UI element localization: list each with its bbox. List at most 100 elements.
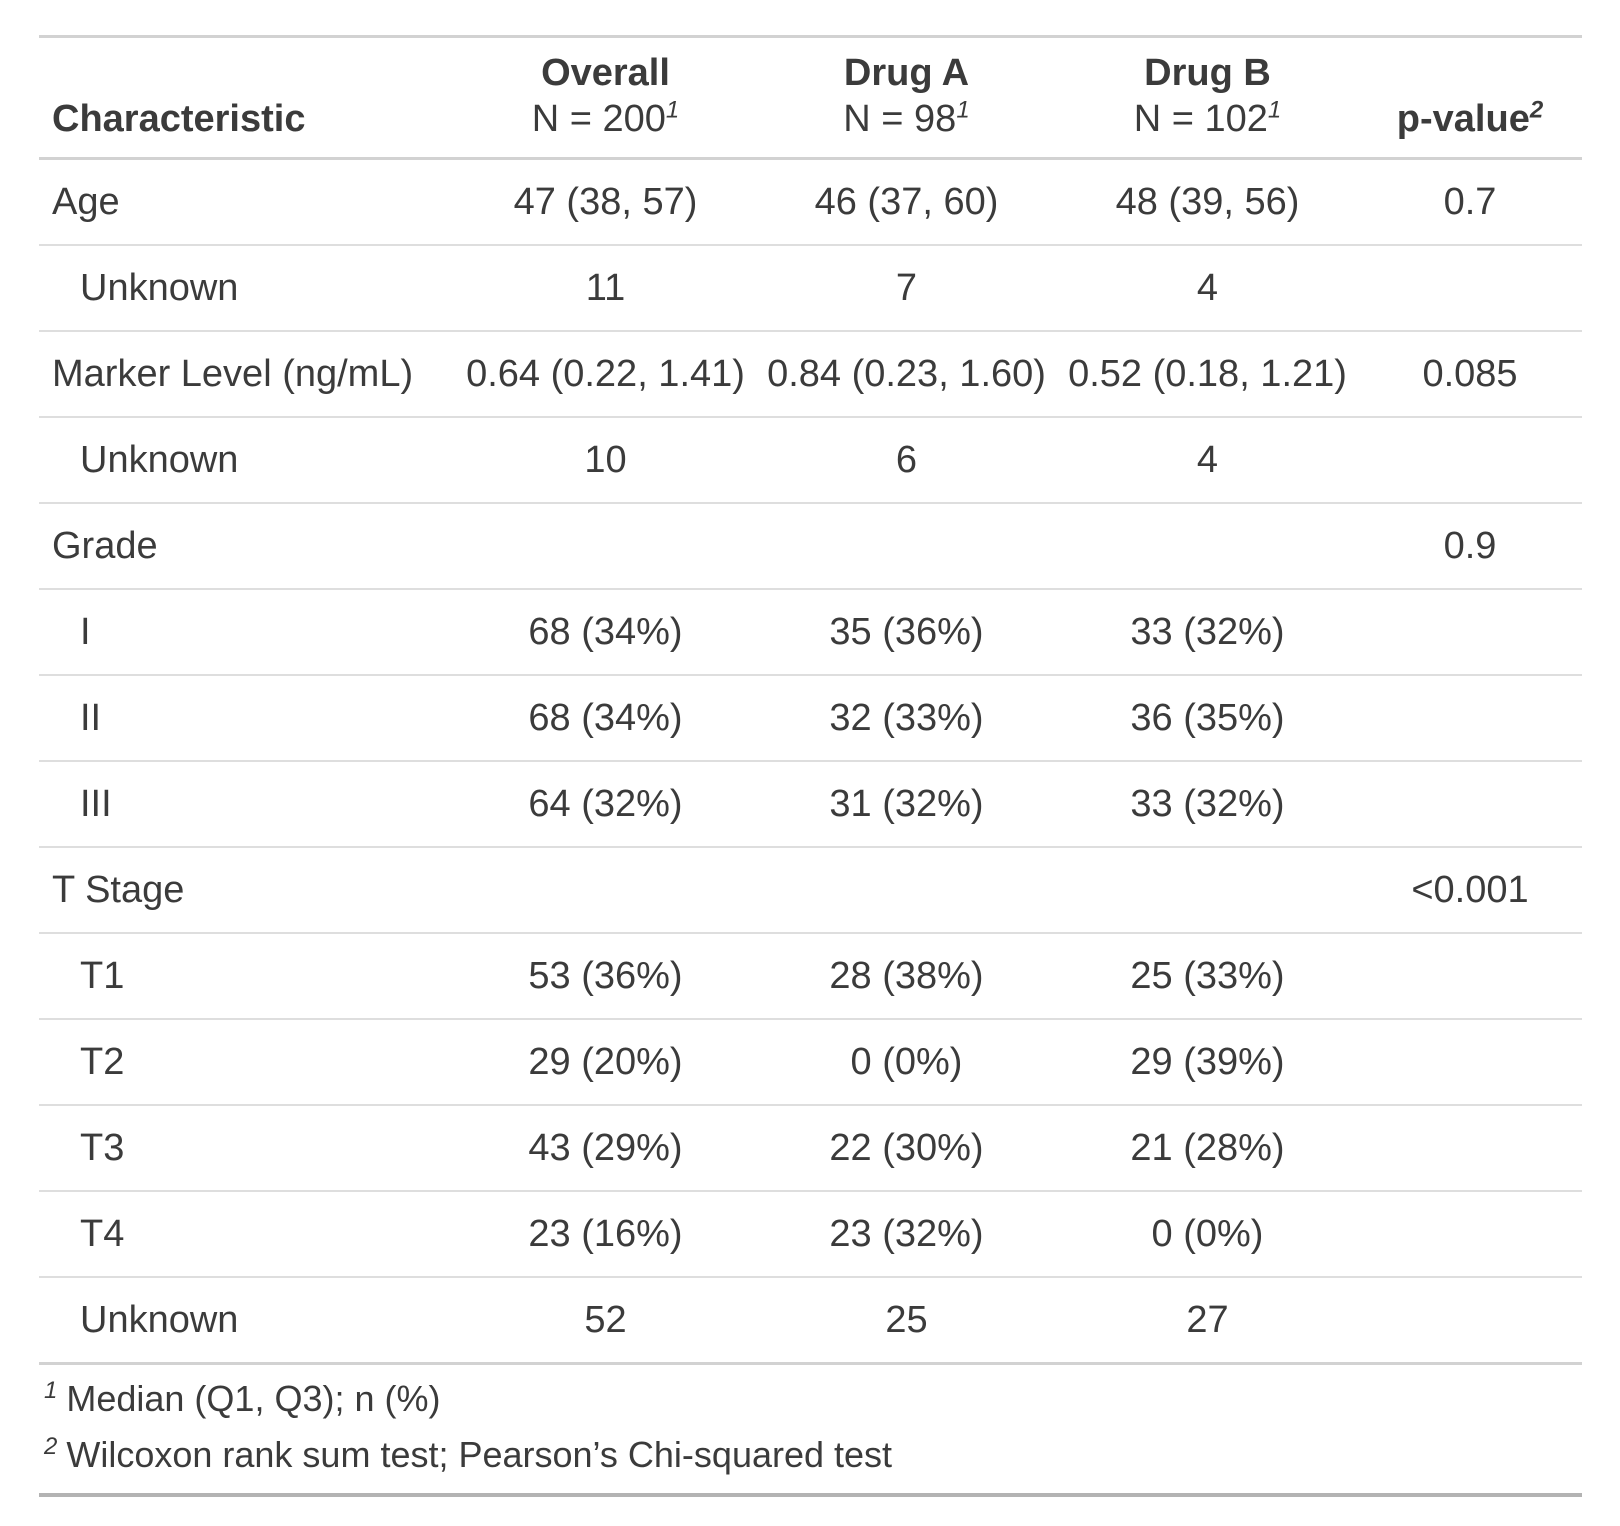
cell-overall: 29 (20%) [455,1018,756,1105]
footnote-ref-1: 1 [956,96,970,124]
cell-p-value [1358,416,1582,503]
footnote-1: 1 Median (Q1, Q3); n (%) [44,1371,1582,1427]
cell-drug-b: 25 (33%) [1057,932,1358,1019]
cell-drug-a: 31 (32%) [756,760,1057,847]
cell-p-value: 0.085 [1358,330,1582,417]
cell-overall: 68 (34%) [455,674,756,761]
table-row: Unknown 52 25 27 [39,1276,1582,1362]
footnote-text: Wilcoxon rank sum test; Pearson’s Chi-sq… [66,1434,893,1475]
n-count-text: N = 200 [531,98,666,140]
cell-p-value [1358,932,1582,1019]
cell-drug-b: 4 [1057,416,1358,503]
row-label: Age [52,181,120,223]
row-label: T2 [39,1018,455,1105]
footnote-ref-1: 1 [1267,96,1282,124]
table-row: T Stage <0.001 [39,846,1582,933]
cell-drug-b [1057,502,1358,589]
table-row: T3 43 (29%) 22 (30%) 21 (28%) [39,1104,1582,1191]
footnote-ref-2: 2 [1529,96,1544,124]
table-row: Unknown 10 6 4 [39,416,1582,503]
header-n-count: N = 981 [766,96,1047,142]
cell-drug-b: 0.52 (0.18, 1.21) [1057,330,1358,417]
footnote-ref-1: 1 [665,96,680,124]
row-label: T4 [39,1190,455,1277]
header-label: Characteristic [52,98,306,140]
row-label: T1 [39,932,455,1019]
row-label: Grade [39,502,455,589]
cell-drug-b: 0 (0%) [1057,1190,1358,1277]
table-header: Characteristic Overall N = 2001 Drug A N… [39,36,1582,160]
header-label: Drug B [1144,52,1271,94]
table-body: Age 47 (38, 57) 46 (37, 60) 48 (39, 56) … [39,159,1582,1362]
table-row: T1 53 (36%) 28 (38%) 25 (33%) [39,932,1582,1019]
cell-drug-a: 6 [756,416,1057,503]
cell-drug-a: 25 [756,1276,1057,1362]
cell-overall: 43 (29%) [455,1104,756,1191]
cell-drug-a: 46 (37, 60) [814,181,999,223]
footnote-text: Median (Q1, Q3); n (%) [66,1378,441,1419]
column-header-p-value: p-value2 [1358,36,1582,160]
cell-drug-a: 0.84 (0.23, 1.60) [756,330,1057,417]
table-row: T2 29 (20%) 0 (0%) 29 (39%) [39,1018,1582,1105]
cell-p-value: <0.001 [1358,846,1582,933]
cell-overall: 52 [455,1276,756,1362]
cell-drug-a [756,846,1057,933]
cell-overall: 11 [455,244,756,331]
row-label: III [39,760,455,847]
cell-p-value [1358,1190,1582,1277]
n-count-text: N = 102 [1133,98,1268,140]
cell-drug-a: 7 [756,244,1057,331]
table-row: Age 47 (38, 57) 46 (37, 60) 48 (39, 56) … [39,159,1582,246]
table-row: T4 23 (16%) 23 (32%) 0 (0%) [39,1190,1582,1277]
row-label: T3 [39,1104,455,1191]
cell-drug-a: 22 (30%) [756,1104,1057,1191]
table-row: Unknown 11 7 4 [39,244,1582,331]
cell-overall: 10 [455,416,756,503]
cell-p-value [1358,1104,1582,1191]
cell-p-value [1358,760,1582,847]
cell-p-value [1358,588,1582,675]
cell-p-value [1358,1018,1582,1105]
header-label: Overall [541,52,670,94]
header-row: Characteristic Overall N = 2001 Drug A N… [39,36,1582,160]
footnote-marker-2: 2 [44,1433,58,1460]
cell-drug-a: 32 (33%) [756,674,1057,761]
cell-drug-b [1057,846,1358,933]
column-header-characteristic: Characteristic [39,36,455,160]
cell-p-value: 0.9 [1358,502,1582,589]
table-row: I 68 (34%) 35 (36%) 33 (32%) [39,588,1582,675]
row-label: I [39,588,455,675]
cell-drug-b: 33 (32%) [1057,588,1358,675]
cell-overall: 47 (38, 57) [513,181,698,223]
cell-drug-b: 36 (35%) [1057,674,1358,761]
footnote-marker-1: 1 [44,1377,58,1404]
cell-overall: 23 (16%) [455,1190,756,1277]
p-value-label: p-value [1396,98,1530,140]
cell-overall: 53 (36%) [455,932,756,1019]
column-header-drug-a: Drug A N = 981 [756,36,1057,160]
table-row: III 64 (32%) 31 (32%) 33 (32%) [39,760,1582,847]
column-header-drug-b: Drug B N = 1021 [1057,36,1358,160]
cell-p-value: 0.7 [1443,181,1497,223]
row-label: Marker Level (ng/mL) [39,330,455,417]
cell-overall: 64 (32%) [455,760,756,847]
row-label: Unknown [39,416,455,503]
header-n-count: N = 1021 [1067,96,1348,142]
cell-drug-a: 28 (38%) [756,932,1057,1019]
row-label: II [39,674,455,761]
cell-drug-b: 48 (39, 56) [1115,181,1300,223]
row-label: T Stage [39,846,455,933]
cell-overall [455,502,756,589]
header-label: Drug A [843,52,970,94]
cell-drug-a: 0 (0%) [756,1018,1057,1105]
cell-drug-b: 4 [1057,244,1358,331]
cell-drug-b: 27 [1057,1276,1358,1362]
cell-drug-a: 35 (36%) [756,588,1057,675]
cell-p-value [1358,1276,1582,1362]
summary-table-container: Characteristic Overall N = 2001 Drug A N… [39,35,1582,1497]
table-row: Marker Level (ng/mL) 0.64 (0.22, 1.41) 0… [39,330,1582,417]
cell-p-value [1358,244,1582,331]
cell-drug-a: 23 (32%) [756,1190,1057,1277]
cell-drug-b: 21 (28%) [1057,1104,1358,1191]
cell-overall: 0.64 (0.22, 1.41) [455,330,756,417]
